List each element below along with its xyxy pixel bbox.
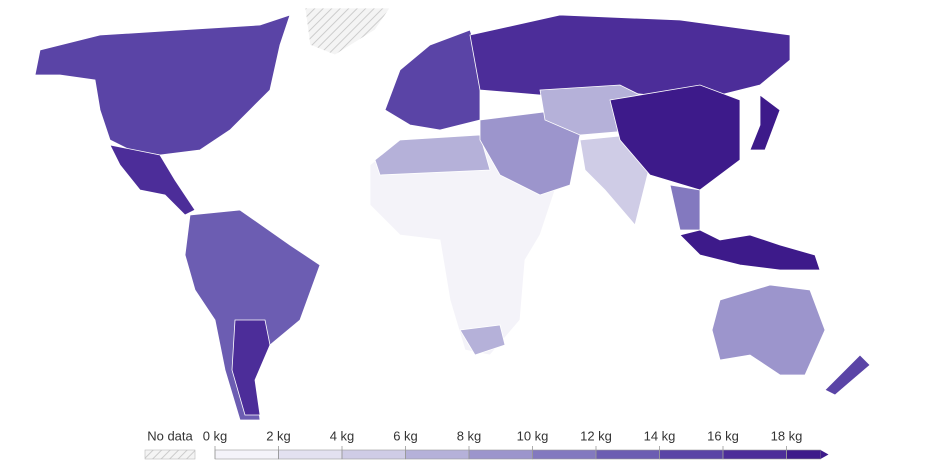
legend-swatch xyxy=(405,449,470,460)
russia[interactable] xyxy=(469,14,791,96)
legend-tick-label: 6 kg xyxy=(393,428,418,443)
legend-swatch xyxy=(659,449,724,460)
legend-swatch xyxy=(278,449,343,460)
legend-no-data-swatch xyxy=(144,449,196,460)
argentina[interactable] xyxy=(231,319,271,416)
legend-tick-label: 8 kg xyxy=(457,428,482,443)
north-africa[interactable] xyxy=(374,134,491,176)
indonesia[interactable] xyxy=(679,229,821,271)
legend-tick-label: 4 kg xyxy=(330,428,355,443)
legend-tick-label: 18 kg xyxy=(771,428,803,443)
legend-swatch xyxy=(786,449,821,460)
legend-swatch xyxy=(214,449,279,460)
southeast-asia[interactable] xyxy=(669,184,701,231)
japan[interactable] xyxy=(749,94,781,151)
legend-tick-label: 2 kg xyxy=(266,428,291,443)
south-africa[interactable] xyxy=(459,324,506,356)
legend-swatch xyxy=(468,449,533,460)
europe[interactable] xyxy=(384,29,481,131)
mexico-central-america[interactable] xyxy=(109,144,196,216)
legend-swatch xyxy=(341,449,406,460)
legend-swatch xyxy=(595,449,660,460)
north-america[interactable] xyxy=(34,14,291,156)
legend-swatch xyxy=(722,449,787,460)
china[interactable] xyxy=(609,84,741,191)
legend-arrow xyxy=(820,450,829,459)
greenland[interactable] xyxy=(304,7,391,56)
legend-swatch xyxy=(532,449,597,460)
legend-tick-label: 10 kg xyxy=(517,428,549,443)
new-zealand[interactable] xyxy=(824,354,871,396)
legend-tick-label: 12 kg xyxy=(580,428,612,443)
legend-no-data-label: No data xyxy=(147,428,193,443)
countries xyxy=(34,7,871,421)
australia[interactable] xyxy=(711,284,826,376)
legend-tick-label: 14 kg xyxy=(644,428,676,443)
legend-tick-label: 0 kg xyxy=(203,428,228,443)
legend-tick-label: 16 kg xyxy=(707,428,739,443)
legend: No data 0 kg 2 kg 4 kg 6 kg 8 kg 10 kg 12 kg 14… xyxy=(144,428,829,460)
